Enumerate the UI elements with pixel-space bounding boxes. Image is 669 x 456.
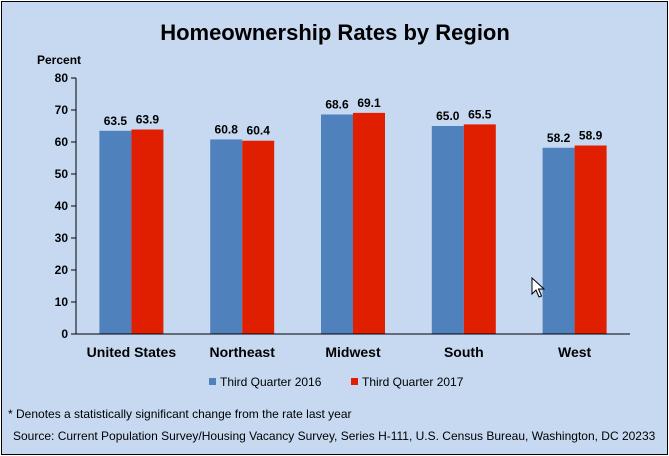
x-tick-label: Northeast xyxy=(210,344,276,360)
footnote: * Denotes a statistically significant ch… xyxy=(8,407,352,421)
y-tick-label: 40 xyxy=(55,199,69,213)
y-tick-label: 80 xyxy=(55,71,69,85)
data-label: 58.2 xyxy=(547,131,571,145)
bar xyxy=(131,129,164,334)
bar xyxy=(99,130,132,334)
data-label: 65.5 xyxy=(468,107,492,121)
bar xyxy=(321,114,353,334)
x-tick-label: West xyxy=(558,344,592,360)
data-label: 63.9 xyxy=(136,113,160,127)
y-tick-label: 50 xyxy=(55,167,69,181)
y-tick-label: 70 xyxy=(55,103,69,117)
y-tick-label: 60 xyxy=(55,135,69,149)
y-axis-unit-label: Percent xyxy=(37,53,81,67)
bar xyxy=(210,139,243,334)
data-label: 60.4 xyxy=(247,124,271,138)
bar xyxy=(574,145,607,334)
y-tick-label: 0 xyxy=(61,327,68,341)
y-tick-label: 10 xyxy=(55,295,69,309)
chart-title: Homeownership Rates by Region xyxy=(160,20,510,45)
data-label: 65.0 xyxy=(436,109,460,123)
data-label: 68.6 xyxy=(325,97,349,111)
bar xyxy=(542,147,575,334)
source-note: Source: Current Population Survey/Housin… xyxy=(13,429,656,443)
legend: Third Quarter 2016 Third Quarter 2017 xyxy=(209,375,464,389)
legend-label: Third Quarter 2016 xyxy=(220,375,322,389)
data-label: 63.5 xyxy=(104,114,128,128)
bar xyxy=(431,126,464,334)
legend-swatch xyxy=(351,378,358,385)
mouse-pointer-icon xyxy=(531,277,545,298)
legend-swatch xyxy=(209,378,216,385)
bar xyxy=(463,124,496,335)
legend-label: Third Quarter 2017 xyxy=(362,375,464,389)
bar xyxy=(242,140,275,334)
data-label: 69.1 xyxy=(357,96,381,110)
data-label: 60.8 xyxy=(215,122,239,136)
y-tick-label: 20 xyxy=(55,263,69,277)
x-tick-label: United States xyxy=(87,344,177,360)
bar xyxy=(353,112,385,334)
y-tick-label: 30 xyxy=(55,231,69,245)
x-tick-label: Midwest xyxy=(325,344,381,360)
data-label: 58.9 xyxy=(579,129,603,143)
x-tick-label: South xyxy=(444,344,484,360)
